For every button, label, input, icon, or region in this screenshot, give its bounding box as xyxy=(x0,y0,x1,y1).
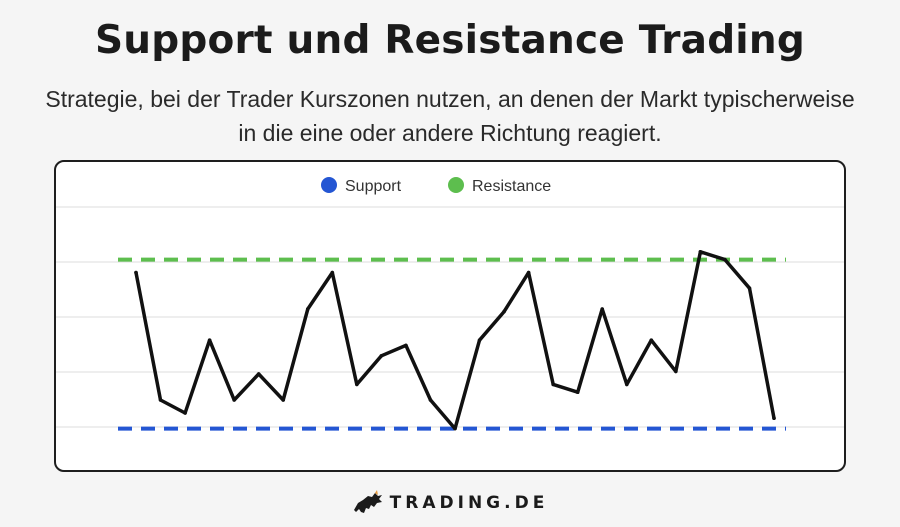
legend-label-support: Support xyxy=(345,178,402,195)
brand-logo: TRADING.DE xyxy=(0,488,900,518)
chart-card: Support Resistance xyxy=(54,160,846,472)
price-point-5 xyxy=(256,372,261,376)
price-point-25 xyxy=(747,286,752,290)
price-point-10 xyxy=(379,354,384,358)
legend-marker-support xyxy=(321,177,337,193)
price-point-11 xyxy=(404,343,408,348)
price-point-8 xyxy=(330,270,335,275)
legend-item-resistance: Resistance xyxy=(448,177,551,195)
price-point-4 xyxy=(232,398,236,402)
grid-lines xyxy=(56,206,844,428)
bull-icon xyxy=(353,490,382,513)
levels xyxy=(118,257,786,431)
price-point-1 xyxy=(158,398,163,402)
price-series xyxy=(134,250,776,431)
price-point-20 xyxy=(624,382,629,387)
price-chart: Support Resistance xyxy=(56,177,844,431)
price-point-19 xyxy=(600,307,605,311)
legend-marker-resistance xyxy=(448,177,464,193)
price-point-3 xyxy=(207,338,212,342)
page-subtitle: Strategie, bei der Trader Kurszonen nutz… xyxy=(45,86,855,146)
legend: Support Resistance xyxy=(321,177,551,195)
price-point-12 xyxy=(428,398,433,402)
logo-text: TRADING.DE xyxy=(389,493,549,513)
price-point-15 xyxy=(502,309,506,314)
price-point-0 xyxy=(134,270,138,275)
price-point-17 xyxy=(551,382,555,387)
price-point-6 xyxy=(281,398,286,402)
legend-label-resistance: Resistance xyxy=(472,178,551,195)
price-point-9 xyxy=(355,382,359,387)
price-point-7 xyxy=(305,307,310,311)
price-point-18 xyxy=(575,390,580,394)
price-point-14 xyxy=(477,338,482,342)
price-point-26 xyxy=(772,416,776,420)
price-point-21 xyxy=(649,338,654,342)
page-title: Support und Resistance Trading xyxy=(95,18,805,63)
legend-item-support: Support xyxy=(321,177,402,195)
price-point-24 xyxy=(723,257,727,262)
price-point-22 xyxy=(674,369,678,374)
price-line xyxy=(134,250,776,431)
price-point-13 xyxy=(453,426,457,431)
price-point-16 xyxy=(526,270,531,275)
price-point-23 xyxy=(698,250,703,254)
price-point-2 xyxy=(183,411,187,415)
